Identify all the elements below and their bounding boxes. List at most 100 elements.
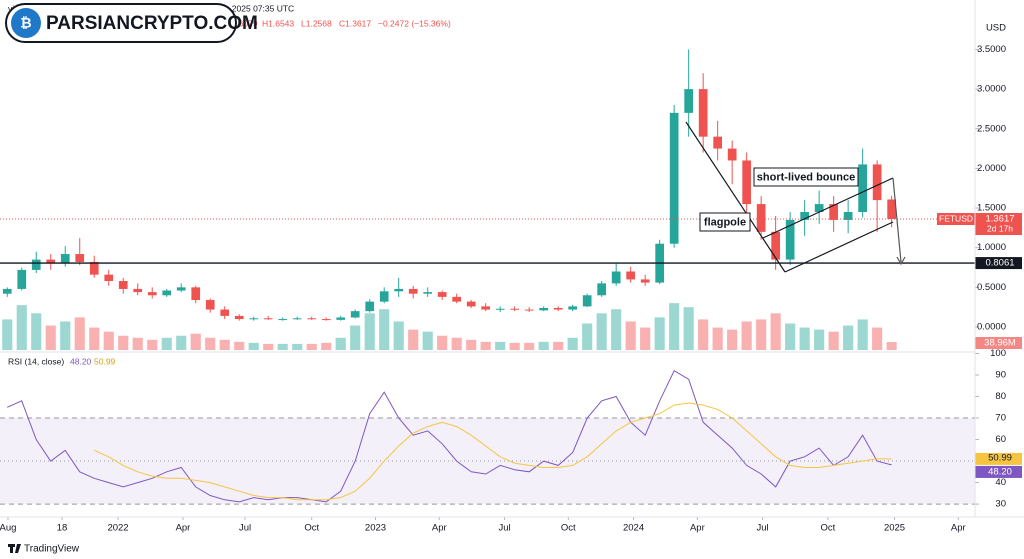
volume-bar [219, 339, 230, 350]
candle-body [2, 288, 12, 294]
ohlc-open: O1.6079 [225, 18, 258, 28]
volume-bar [640, 327, 651, 350]
candle-body [785, 219, 795, 260]
volume-bar [118, 335, 129, 350]
candle-body [756, 204, 766, 232]
x-tick-label: 18 [57, 523, 68, 534]
volume-bar [582, 323, 593, 350]
level-tag-label: 0.8061 [985, 258, 1014, 269]
annotation: short-lived bounce [757, 171, 855, 183]
candle-body [814, 204, 824, 213]
volume-bar [277, 343, 288, 350]
x-tick-label: Jul [757, 523, 769, 534]
candle-body [524, 309, 534, 311]
volume-bar [321, 342, 332, 350]
candle-body [278, 319, 288, 321]
watermark-icon-glyph: ₿ [20, 15, 31, 31]
x-tick-label: 2023 [365, 523, 386, 534]
rsi-title: RSI (14, close) [8, 356, 64, 366]
volume-bar [814, 329, 825, 350]
volume-bar [828, 331, 839, 350]
volume-bar [422, 331, 433, 350]
y-tick-label: 2.5000 [977, 123, 1006, 134]
volume-bar [538, 341, 549, 350]
candle-body [75, 254, 85, 262]
volume-bar [625, 321, 636, 350]
volume-bar [669, 303, 680, 350]
ohlc-close: C1.3617 [339, 18, 371, 28]
candle-body [437, 292, 447, 297]
volume-bar [799, 327, 810, 350]
volume-bar [103, 331, 114, 350]
candle-body [858, 164, 867, 213]
arrow-head [896, 256, 906, 266]
volume-bar [350, 325, 361, 350]
candle-body [423, 292, 433, 294]
volume-bar [509, 342, 520, 350]
rsi-line [6, 369, 892, 503]
volume-tag [975, 337, 1022, 349]
watermark-text: PARSIANCRYPTO.COM [46, 13, 258, 34]
candle-body [510, 308, 520, 310]
volume-bar [466, 339, 477, 350]
candle-body [220, 309, 230, 316]
candle-body [843, 212, 853, 220]
volume-bar [364, 313, 375, 350]
volume-bar [16, 305, 27, 350]
volume-bar [393, 321, 404, 350]
x-tick-label: Apr [690, 523, 705, 534]
pattern-drawing [685, 121, 906, 273]
countdown: 2d 17h [987, 223, 1013, 233]
candle-body [800, 212, 809, 220]
x-tick-label: Aug [0, 523, 16, 534]
price-tag-label: 1.3617 [985, 214, 1014, 225]
candle-body [727, 148, 737, 161]
x-tick-label: 2025 [884, 523, 905, 534]
footer-logo [8, 544, 21, 553]
x-tick-label: Oct [561, 523, 576, 534]
candle-body [611, 271, 621, 284]
candle-body [60, 254, 70, 264]
volume-bar [132, 337, 143, 350]
annotation-box [699, 212, 751, 232]
y-tick-label: 60 [995, 434, 1006, 445]
watermark-badge [5, 3, 237, 43]
ohlc-low: L1.2568 [301, 18, 332, 28]
candle-body [263, 318, 273, 320]
symbol-tag [937, 213, 975, 226]
volume-bar [567, 337, 578, 350]
candle-body [829, 204, 838, 220]
target-arrow [892, 177, 902, 263]
volume-bar [654, 317, 665, 350]
candle-body [205, 300, 215, 310]
volume-bar [60, 321, 71, 350]
x-tick-label: Jul [239, 523, 251, 534]
volume-bar [451, 337, 462, 350]
volume-bar [698, 319, 709, 350]
volume-bar [524, 342, 535, 350]
candle-body [234, 315, 244, 320]
y-tick-label: 1.5000 [977, 203, 1006, 214]
x-tick-label: Oct [304, 523, 319, 534]
candle-body [582, 295, 592, 307]
candle-body [379, 291, 389, 302]
volume-bar [205, 337, 216, 350]
volume-bar [248, 342, 259, 350]
candle-body [640, 279, 650, 283]
candle-body [350, 311, 360, 318]
y-tick-label: 1.0000 [977, 242, 1006, 253]
volume-bar [785, 323, 796, 350]
volume-bar [161, 337, 172, 350]
volume-bar [306, 343, 317, 350]
candle-body [539, 307, 549, 311]
candle-body [669, 112, 679, 244]
volume-bar [596, 313, 607, 350]
volume-bar [611, 309, 622, 350]
volume-bar [234, 341, 245, 350]
volume-bar [31, 313, 42, 350]
candle-body [553, 307, 563, 310]
annotation: flagpole [704, 216, 746, 228]
volume-bar [857, 319, 868, 350]
candle-body [336, 317, 346, 320]
